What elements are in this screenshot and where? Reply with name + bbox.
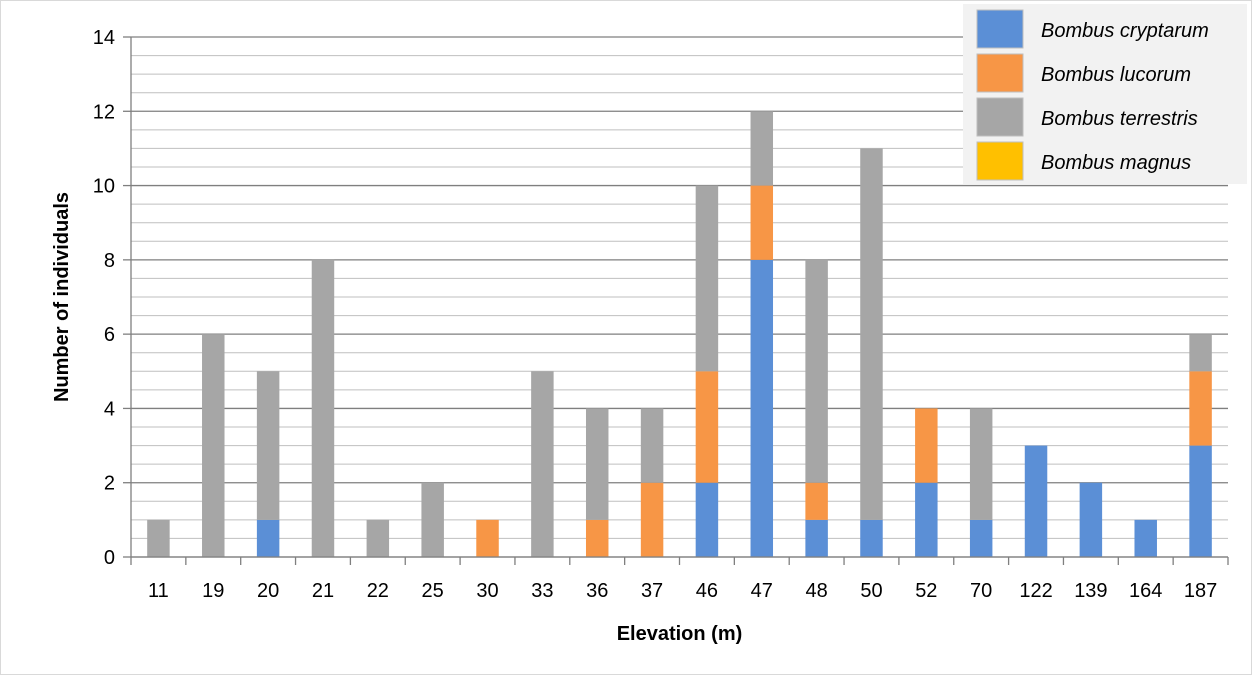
legend-label: Bombus magnus xyxy=(1041,152,1191,174)
x-tick-label: 19 xyxy=(202,580,224,602)
bar-segment xyxy=(969,519,993,557)
bar-segment xyxy=(1189,371,1212,446)
bar-segment xyxy=(531,371,554,557)
bar-segment xyxy=(585,519,609,557)
y-tick-label: 6 xyxy=(104,324,115,346)
x-tick-label: 46 xyxy=(696,580,718,602)
x-tick-label: 36 xyxy=(586,580,608,602)
bar-segment xyxy=(640,482,664,557)
legend-swatch xyxy=(976,97,1024,137)
legend-label: Bombus lucorum xyxy=(1041,64,1191,86)
bar-segment xyxy=(1079,482,1103,557)
y-tick-label: 4 xyxy=(104,398,115,420)
bar-segment xyxy=(256,519,280,557)
y-tick-label: 2 xyxy=(104,473,115,495)
legend-label: Bombus terrestris xyxy=(1041,108,1198,130)
x-tick-label: 164 xyxy=(1129,580,1162,602)
x-tick-label: 47 xyxy=(751,580,773,602)
bar-segment xyxy=(311,259,335,557)
x-tick-label: 25 xyxy=(422,580,444,602)
bar-segment xyxy=(805,482,828,520)
bars xyxy=(147,111,1212,557)
bar-segment xyxy=(695,482,719,557)
bar-segment xyxy=(750,259,774,557)
bar-segment xyxy=(640,408,664,483)
legend-label: Bombus cryptarum xyxy=(1041,20,1209,42)
bar-segment xyxy=(1189,334,1212,372)
bar-segment xyxy=(1134,519,1157,557)
bar-segment xyxy=(366,519,390,557)
x-tick-label: 22 xyxy=(367,580,389,602)
bar-segment xyxy=(585,408,609,520)
bar-segment xyxy=(860,148,883,520)
legend-swatch xyxy=(976,141,1024,181)
bar-segment xyxy=(805,259,828,483)
legend-swatch xyxy=(976,9,1024,49)
legend: Bombus cryptarum Bombus lucorum Bombus ter… xyxy=(963,4,1247,184)
x-tick-label: 187 xyxy=(1184,580,1217,602)
x-tick-label: 21 xyxy=(312,580,334,602)
x-tick-label: 37 xyxy=(641,580,663,602)
bar-segment xyxy=(805,519,828,557)
x-axis-title: Elevation (m) xyxy=(617,623,743,645)
x-tick-label: 50 xyxy=(860,580,882,602)
y-tick-label: 14 xyxy=(93,27,115,49)
x-tick-label: 139 xyxy=(1074,580,1107,602)
x-tick-label: 33 xyxy=(531,580,553,602)
bar-segment xyxy=(695,185,719,372)
y-tick-label: 0 xyxy=(104,547,115,569)
bar-segment xyxy=(969,408,993,520)
y-tick-label: 8 xyxy=(104,250,115,272)
x-tick-label: 70 xyxy=(970,580,992,602)
y-tick-label: 12 xyxy=(93,101,115,123)
bar-segment xyxy=(476,519,499,557)
x-tick-label: 122 xyxy=(1019,580,1052,602)
bar-segment xyxy=(421,482,444,557)
y-axis-title: Number of individuals xyxy=(51,192,73,402)
legend-swatch xyxy=(976,53,1024,93)
x-tick-label: 11 xyxy=(148,580,169,602)
x-tick-label: 52 xyxy=(915,580,937,602)
bar-segment xyxy=(1024,445,1048,557)
bar-segment xyxy=(750,111,774,186)
bar-segment xyxy=(256,371,280,520)
y-tick-label: 10 xyxy=(93,176,115,198)
bar-segment xyxy=(202,334,225,557)
bar-segment xyxy=(695,371,719,483)
x-tick-label: 48 xyxy=(806,580,828,602)
bar-segment xyxy=(750,185,774,260)
bar-segment xyxy=(915,482,938,557)
x-tick-label: 30 xyxy=(476,580,498,602)
bar-segment xyxy=(915,408,938,483)
bar-segment xyxy=(860,519,883,557)
x-tick-label: 20 xyxy=(257,580,279,602)
bar-segment xyxy=(147,519,170,557)
bar-segment xyxy=(1189,445,1212,557)
